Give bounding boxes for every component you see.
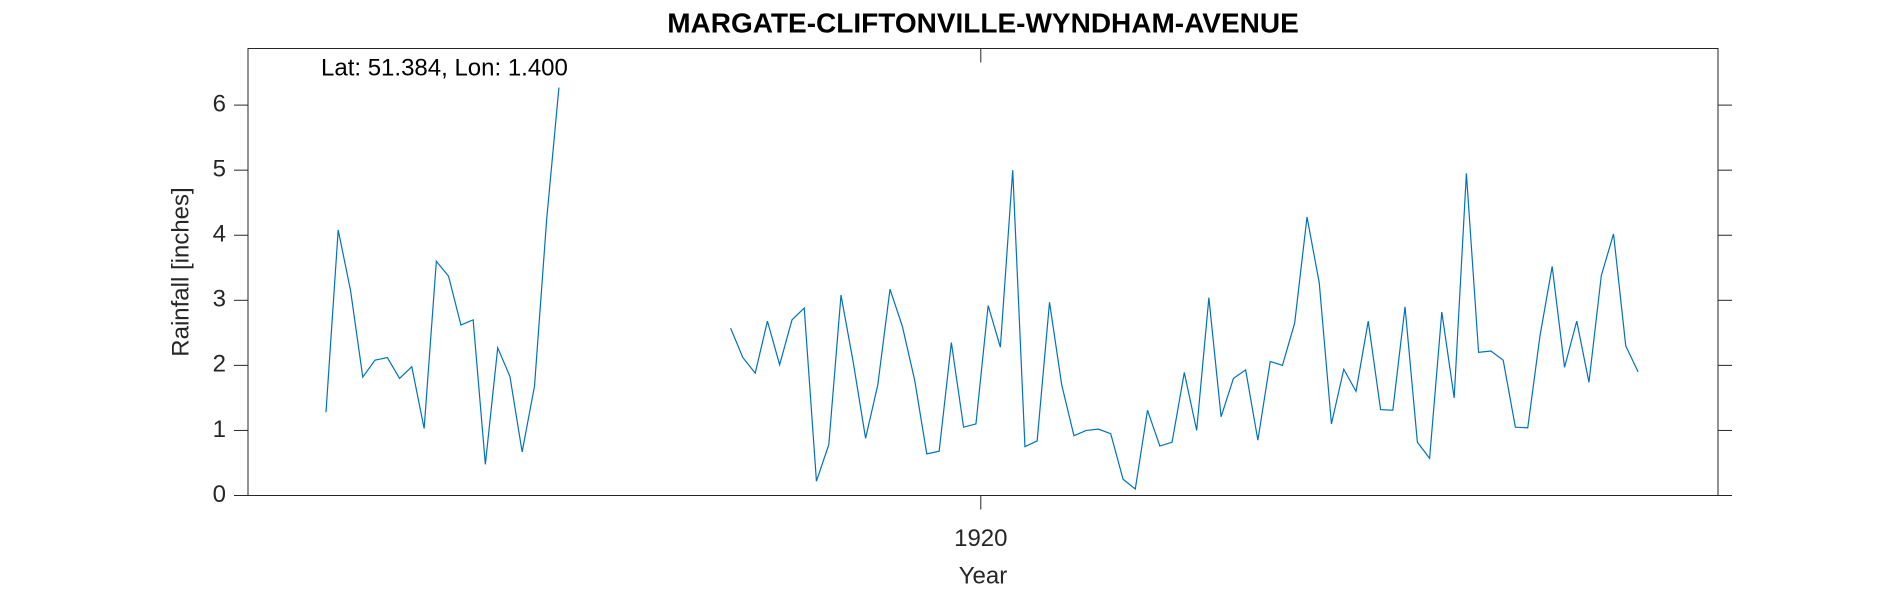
- x-axis-label: Year: [959, 562, 1008, 589]
- y-tick-label: 6: [213, 90, 226, 117]
- y-tick-label: 2: [213, 351, 226, 378]
- y-tick-label: 4: [213, 221, 226, 248]
- annotation: Lat: 51.384, Lon: 1.400: [321, 54, 568, 81]
- y-tick-label: 3: [213, 286, 226, 313]
- y-tick-label: 0: [213, 481, 226, 508]
- series-line: [325, 87, 1639, 491]
- y-tick-label: 5: [213, 156, 226, 183]
- y-axis-label: Rainfall [inches]: [167, 187, 194, 356]
- x-tick-label: 1920: [954, 525, 1007, 552]
- plot-frame: [247, 48, 1719, 496]
- chart-title: MARGATE-CLIFTONVILLE-WYNDHAM-AVENUE: [667, 7, 1299, 38]
- y-tick-label: 1: [213, 416, 226, 443]
